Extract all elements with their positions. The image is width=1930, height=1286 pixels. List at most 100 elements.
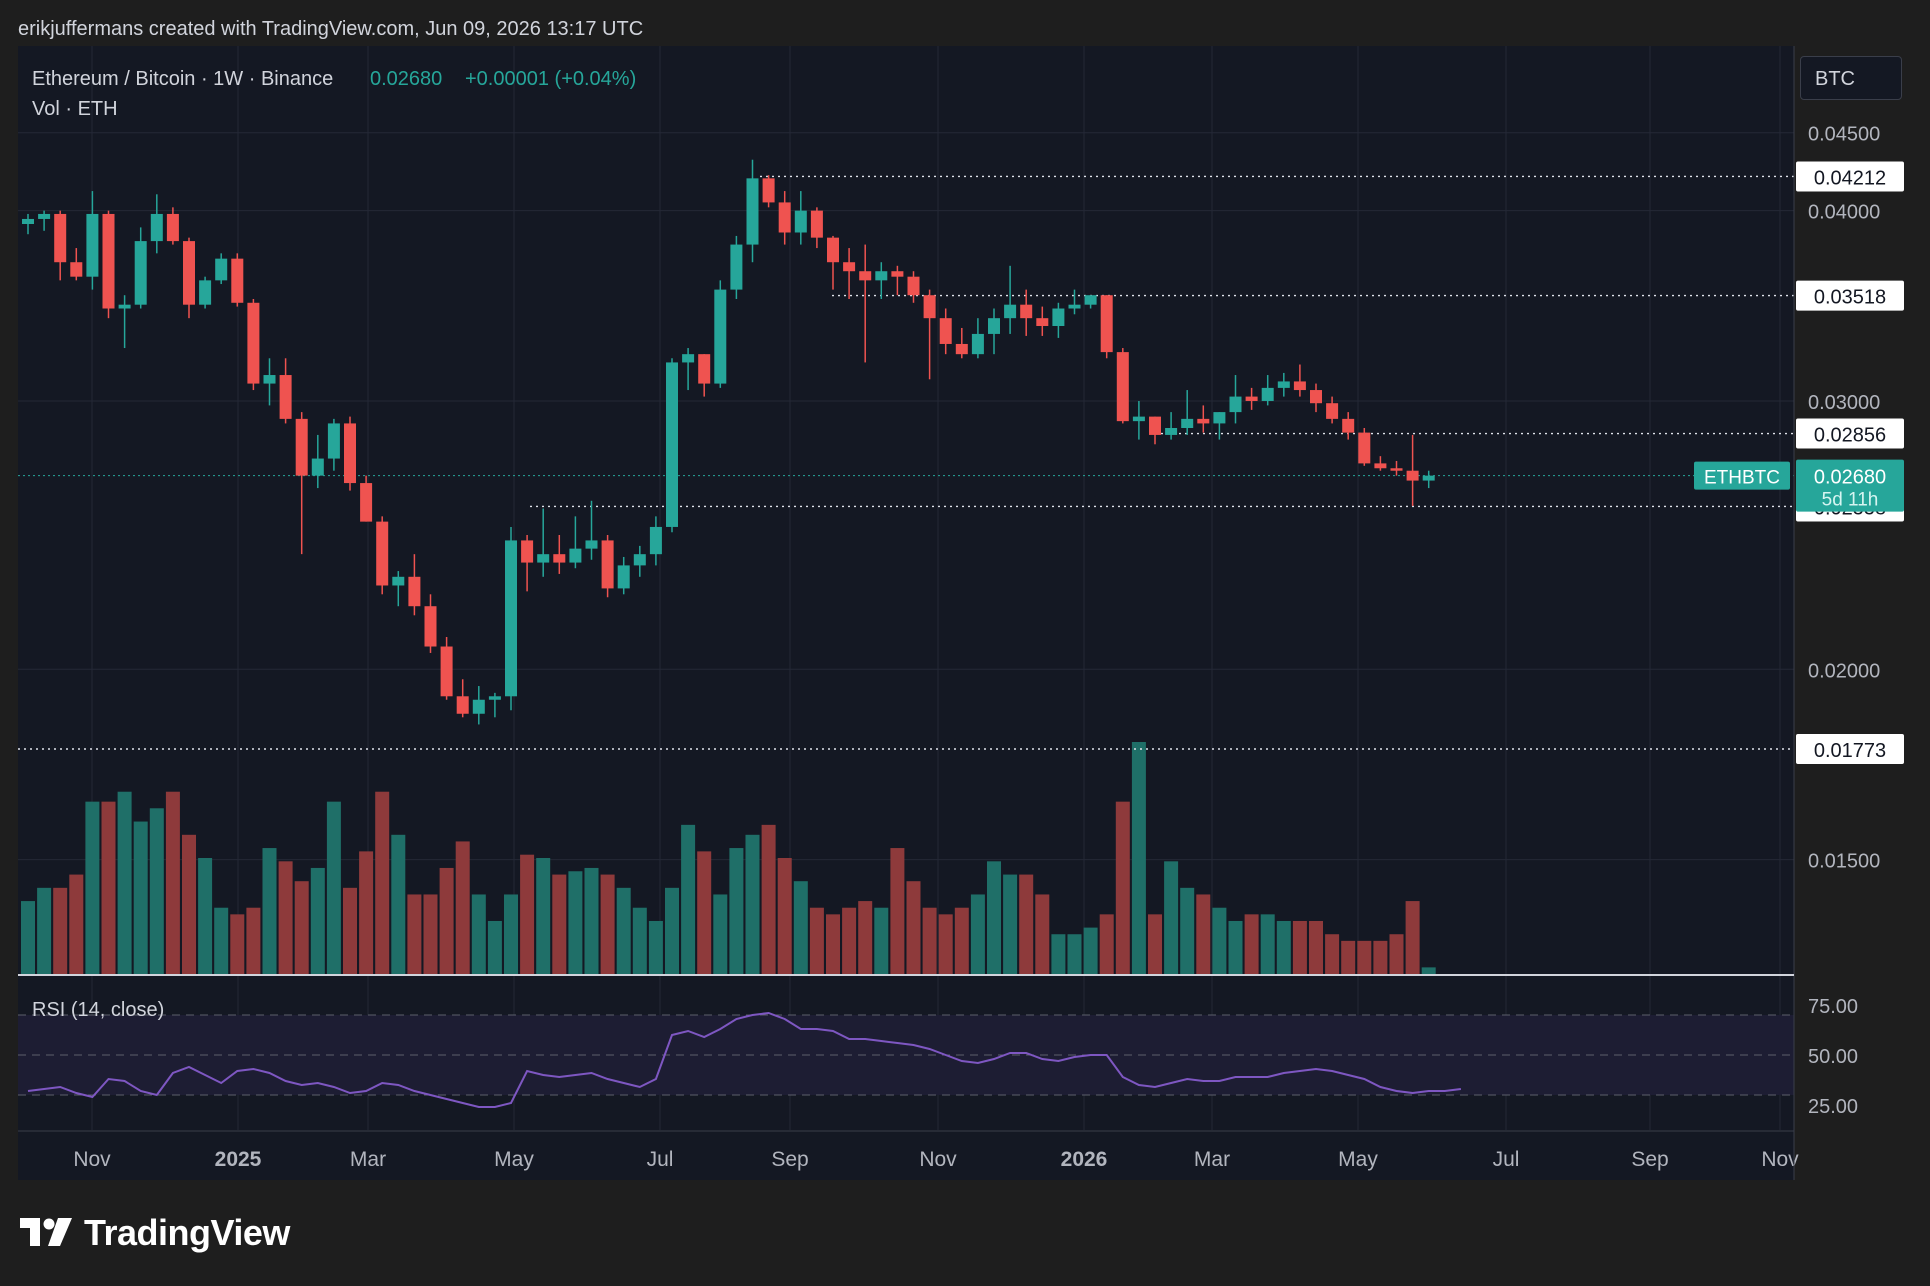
- volume-bar: [149, 808, 164, 974]
- chart-credit: erikjuffermans created with TradingView.…: [18, 18, 644, 40]
- currency-button[interactable]: BTC: [1800, 56, 1902, 100]
- time-tick-label: Sep: [1631, 1148, 1668, 1171]
- volume-bar: [1405, 901, 1420, 974]
- candle-body: [440, 646, 453, 697]
- horizontal-levels: 0.042120.035180.028560.025580.01773ETHBT…: [18, 161, 1904, 764]
- candle-body: [1374, 463, 1387, 469]
- candle-body: [891, 271, 904, 277]
- candle-body: [311, 458, 324, 476]
- volume-bar: [584, 867, 599, 974]
- volume-bar: [375, 791, 390, 974]
- candle-body: [971, 333, 984, 355]
- candle-body: [408, 576, 421, 607]
- level-label-bg: [1796, 280, 1904, 311]
- legend-price: 0.02680: [370, 68, 442, 90]
- volume-bar: [681, 824, 696, 974]
- volume-bar: [294, 881, 309, 974]
- volume-bar: [858, 901, 873, 974]
- volume-bar: [326, 801, 341, 974]
- time-tick-label: Mar: [1194, 1148, 1230, 1171]
- volume-bar: [69, 874, 84, 974]
- level-label: 0.04212: [1814, 167, 1886, 189]
- rsi-pane: [18, 1011, 1794, 1108]
- volume-bar: [262, 848, 277, 974]
- time-tick-label: May: [1338, 1148, 1378, 1171]
- candle-body: [118, 304, 131, 309]
- volume-bar: [1421, 967, 1436, 974]
- candle-body: [1261, 387, 1274, 401]
- candlesticks: [22, 159, 1435, 725]
- candle-body: [988, 318, 1000, 334]
- candle-body: [1342, 418, 1355, 433]
- volume-bar: [487, 920, 502, 974]
- candle-body: [376, 521, 389, 586]
- time-tick-label: Nov: [919, 1148, 957, 1171]
- candle-body: [923, 295, 936, 319]
- candle-body: [1406, 470, 1419, 481]
- volume-bar: [198, 858, 213, 974]
- candle-body: [1068, 304, 1081, 309]
- volume-bar: [1228, 920, 1243, 974]
- candle-body: [730, 244, 743, 290]
- volume-bar: [423, 894, 438, 974]
- legend-volume[interactable]: Vol · ETH: [32, 98, 118, 120]
- volume-bar: [1325, 934, 1340, 974]
- candle-body: [134, 241, 147, 305]
- candle-body: [569, 548, 582, 563]
- volume-bar: [520, 854, 535, 974]
- time-tick-label: 2025: [215, 1148, 262, 1171]
- candle-body: [360, 483, 373, 522]
- candle-body: [1181, 418, 1194, 429]
- volume-bar: [1357, 940, 1372, 974]
- legend-symbol[interactable]: Ethereum / Bitcoin · 1W · Binance: [32, 68, 333, 90]
- candle-body: [810, 210, 823, 238]
- level-label-bg: [1796, 733, 1904, 764]
- volume-bar: [21, 901, 35, 974]
- candle-body: [907, 276, 920, 296]
- candle-body: [70, 262, 83, 277]
- time-tick-label: Sep: [771, 1148, 808, 1171]
- legend-rsi[interactable]: RSI (14, close): [32, 999, 164, 1021]
- candle-body: [1358, 432, 1371, 464]
- volume-bar: [230, 914, 245, 974]
- volume-bar: [874, 907, 889, 974]
- volume-bar: [1051, 934, 1066, 974]
- volume-bar: [182, 834, 196, 974]
- candle-body: [1310, 390, 1322, 404]
- last-price-symbol: ETHBTC: [1704, 468, 1780, 489]
- volume-bar: [954, 907, 969, 974]
- volume-bar: [600, 874, 615, 974]
- candle-body: [247, 302, 260, 384]
- candle-body: [1293, 381, 1306, 391]
- candle-body: [505, 540, 517, 697]
- volume-bar: [343, 887, 357, 974]
- rsi-tick-label: 75.00: [1808, 996, 1858, 1018]
- candle-body: [327, 423, 340, 459]
- time-tick-label: Mar: [350, 1148, 386, 1171]
- volume-bar: [53, 887, 68, 974]
- candle-body: [1020, 304, 1033, 319]
- volume-bar: [761, 824, 776, 974]
- price-tick-label: 0.01500: [1808, 851, 1880, 873]
- volume-bar: [359, 851, 374, 974]
- volume-bars: [21, 742, 1436, 974]
- volume-bar: [1003, 874, 1018, 974]
- volume-bar: [1212, 907, 1227, 974]
- candle-body: [1004, 304, 1017, 319]
- volume-bar: [793, 881, 808, 974]
- candle-body: [955, 343, 968, 355]
- candle-body: [601, 540, 614, 589]
- volume-bar: [1309, 920, 1323, 974]
- volume-bar: [648, 920, 663, 974]
- candle-body: [553, 554, 566, 563]
- price-tick-label: 0.03000: [1808, 392, 1880, 414]
- volume-bar: [713, 894, 728, 974]
- volume-bar: [1035, 894, 1050, 974]
- candle-body: [617, 565, 630, 589]
- level-label-bg: [1796, 418, 1904, 449]
- candle-body: [199, 280, 212, 305]
- volume-bar: [697, 851, 712, 974]
- candle-body: [424, 606, 437, 647]
- volume-bar: [391, 834, 406, 974]
